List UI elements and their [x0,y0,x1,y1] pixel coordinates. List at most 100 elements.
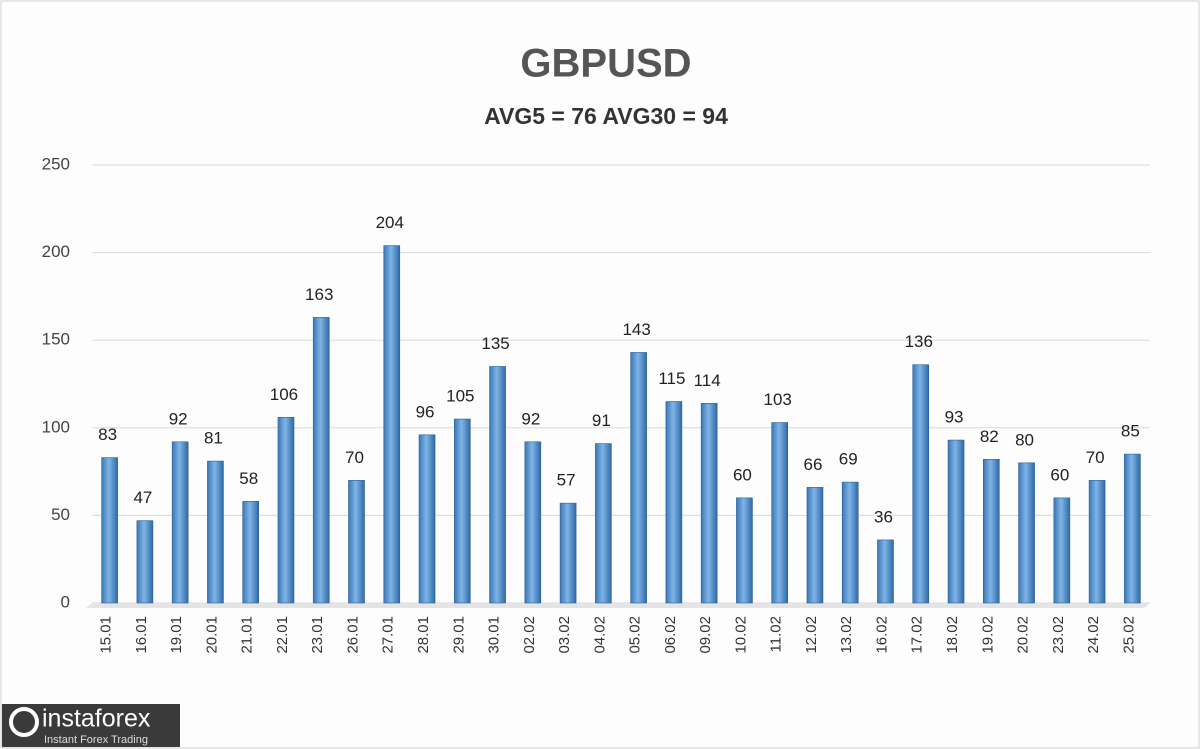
bar [383,245,401,604]
value-label: 105 [446,387,474,406]
bar [101,457,118,604]
value-label: 70 [1086,448,1105,467]
value-label: 57 [557,471,576,490]
x-tick-label: 19.01 [168,616,185,654]
bar [418,434,436,604]
bar [700,402,718,604]
x-tick-label: 23.01 [309,616,326,654]
x-tick-label: 12.02 [803,616,820,654]
bar [559,502,577,604]
bar [312,317,330,604]
bar [242,501,259,604]
x-tick-label: 21.01 [239,616,256,654]
x-tick-label: 10.02 [732,616,749,654]
bar [524,441,542,604]
bar [1088,480,1106,604]
value-label: 92 [521,409,540,428]
value-label: 106 [270,385,298,404]
value-label: 96 [416,402,435,421]
bar [1053,497,1071,604]
x-tick-label: 11.02 [768,616,785,652]
value-label: 135 [481,334,509,353]
x-tick-label: 04.02 [591,616,608,654]
x-tick-label: 24.02 [1085,616,1102,654]
value-label: 60 [733,465,752,484]
logo-icon [9,707,39,737]
bar [207,460,224,604]
value-label: 83 [98,425,117,444]
bar [877,539,894,604]
logo-tagline: Instant Forex Trading [44,734,148,746]
bar [1018,462,1035,604]
value-label: 115 [658,369,685,388]
x-tick-label: 25.02 [1120,616,1137,654]
value-label: 81 [204,429,223,448]
value-label: 47 [133,488,152,507]
x-tick-label: 28.01 [415,616,432,654]
value-label: 66 [804,455,823,474]
x-tick-label: 02.02 [521,616,538,654]
value-label: 103 [764,390,792,409]
y-tick-label: 0 [61,592,70,611]
value-label: 36 [874,507,893,526]
logo-brand: instaforex [42,705,151,733]
bar [912,364,930,604]
x-tick-label: 23.02 [1050,616,1067,654]
floor [86,603,1150,608]
x-tick-label: 19.02 [979,616,996,654]
y-tick-label: 100 [42,417,70,436]
bar [453,418,471,604]
value-label: 80 [1015,430,1034,449]
x-tick-label: 06.02 [662,616,679,654]
x-tick-label: 05.02 [627,616,644,654]
bar [1124,453,1141,604]
bar [630,352,647,604]
bar [348,480,365,604]
x-tick-label: 16.01 [133,616,150,654]
x-tick-label: 26.01 [344,616,361,654]
y-tick-label: 150 [42,330,70,349]
x-tick-label: 16.02 [873,616,890,654]
bar [595,443,612,604]
bar [736,497,753,604]
chart-subtitle: AVG5 = 76 AVG30 = 94 [484,103,728,129]
x-tick-label: 20.01 [203,616,220,654]
value-label: 69 [839,450,858,469]
value-label: 91 [592,411,611,430]
value-label: 204 [376,213,404,232]
x-tick-label: 09.02 [697,616,714,654]
bar [982,459,1000,604]
x-tick-label: 29.01 [450,616,467,654]
value-label: 70 [345,448,364,467]
x-tick-label: 22.01 [274,616,291,654]
bar [947,439,965,604]
x-tick-label: 03.02 [556,616,573,654]
x-tick-label: 13.02 [838,616,855,654]
x-tick-label: 15.01 [98,616,115,654]
bar [136,520,154,604]
logo: instaforex Instant Forex Trading [2,704,180,747]
y-tick-label: 50 [51,505,70,524]
chart-title: GBPUSD [520,42,691,86]
value-label: 82 [980,427,999,446]
x-tick-label: 30.01 [486,616,503,654]
value-label: 85 [1121,422,1140,441]
y-tick-label: 250 [42,154,70,173]
x-tick-label: 17.02 [909,616,926,654]
bar [489,366,506,604]
value-label: 92 [169,409,188,428]
value-label: 143 [622,320,650,339]
x-tick-label: 20.02 [1015,616,1032,654]
value-label: 136 [905,332,933,351]
value-label: 58 [239,469,258,488]
bar [665,401,683,604]
bar [171,441,189,604]
bar [841,481,859,604]
x-tick-label: 18.02 [944,616,961,654]
y-tick-label: 200 [42,242,70,261]
value-label: 163 [305,285,333,304]
value-label: 60 [1050,465,1069,484]
